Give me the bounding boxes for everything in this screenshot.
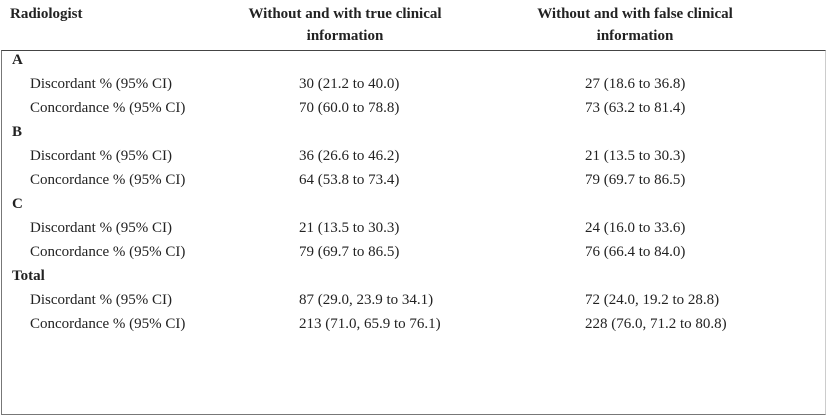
group-label: B: [12, 124, 23, 140]
table-cell: 228 (76.0, 71.2 to 80.8): [585, 316, 727, 332]
row-label: Discordant % (95% CI): [30, 292, 173, 308]
table-cell: 87 (29.0, 23.9 to 34.1): [299, 292, 434, 308]
table-frame: [1, 50, 826, 415]
table-cell: 213 (71.0, 65.9 to 76.1): [299, 316, 441, 332]
table-cell: 21 (13.5 to 30.3): [585, 148, 686, 164]
row-label: Concordance % (95% CI): [30, 172, 186, 188]
table-cell: 64 (53.8 to 73.4): [299, 172, 400, 188]
column-header: Without and with true clinical informati…: [248, 6, 442, 44]
column-header: Without and with false clinical informat…: [537, 6, 733, 44]
row-label: Concordance % (95% CI): [30, 316, 186, 332]
table-cell: 79 (69.7 to 86.5): [585, 172, 686, 188]
table-cell: 70 (60.0 to 78.8): [299, 100, 400, 116]
table-cell: 30 (21.2 to 40.0): [299, 76, 400, 92]
table-cell: 73 (63.2 to 81.4): [585, 100, 686, 116]
table-cell: 21 (13.5 to 30.3): [299, 220, 400, 236]
table-cell: 27 (18.6 to 36.8): [585, 76, 686, 92]
row-label: Concordance % (95% CI): [30, 100, 186, 116]
table-cell: 79 (69.7 to 86.5): [299, 244, 400, 260]
group-label: A: [12, 52, 23, 68]
column-header: Radiologist: [10, 6, 83, 22]
row-label: Discordant % (95% CI): [30, 148, 173, 164]
group-label: Total: [12, 268, 45, 284]
row-label: Concordance % (95% CI): [30, 244, 186, 260]
row-label: Discordant % (95% CI): [30, 76, 173, 92]
table-cell: 76 (66.4 to 84.0): [585, 244, 686, 260]
row-label: Discordant % (95% CI): [30, 220, 173, 236]
group-label: C: [12, 196, 23, 212]
table-cell: 24 (16.0 to 33.6): [585, 220, 686, 236]
table-cell: 72 (24.0, 19.2 to 28.8): [585, 292, 720, 308]
table-cell: 36 (26.6 to 46.2): [299, 148, 400, 164]
